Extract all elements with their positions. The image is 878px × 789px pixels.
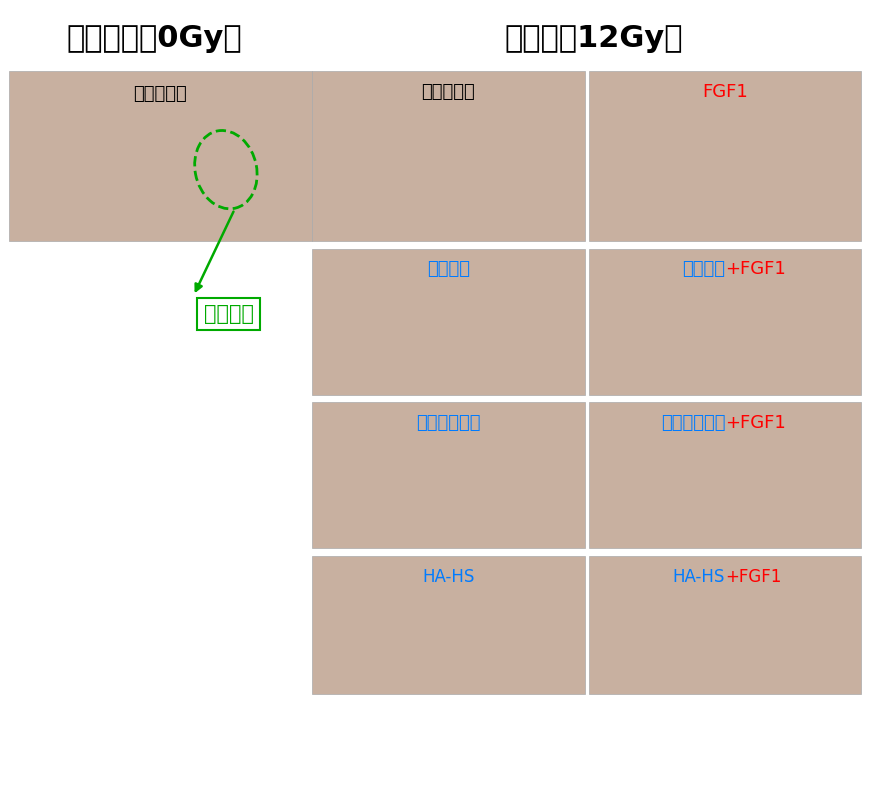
FancyBboxPatch shape — [312, 556, 584, 694]
Text: HA-HS: HA-HS — [421, 568, 474, 586]
FancyBboxPatch shape — [312, 402, 584, 548]
Text: FGF1: FGF1 — [702, 83, 747, 101]
FancyBboxPatch shape — [312, 71, 584, 241]
Text: +FGF1: +FGF1 — [724, 414, 785, 432]
FancyBboxPatch shape — [588, 402, 860, 548]
Text: ヘパリン: ヘパリン — [427, 260, 469, 279]
Text: 照射なし（0Gy）: 照射なし（0Gy） — [66, 24, 241, 53]
Text: 照射後（12Gy）: 照射後（12Gy） — [503, 24, 682, 53]
Text: +FGF1: +FGF1 — [724, 568, 781, 586]
Text: HA-HS: HA-HS — [672, 568, 724, 586]
Text: 生理食塩水: 生理食塩水 — [421, 83, 475, 101]
Text: +FGF1: +FGF1 — [724, 260, 785, 279]
FancyBboxPatch shape — [588, 71, 860, 241]
Text: ヒアルロン酸: ヒアルロン酸 — [415, 414, 480, 432]
Text: クリプト: クリプト — [204, 304, 253, 323]
FancyBboxPatch shape — [312, 249, 584, 394]
Text: ヘパリン: ヘパリン — [681, 260, 724, 279]
FancyBboxPatch shape — [9, 71, 312, 241]
FancyBboxPatch shape — [588, 556, 860, 694]
FancyBboxPatch shape — [588, 249, 860, 394]
Text: ヒアルロン酸: ヒアルロン酸 — [660, 414, 724, 432]
Text: 生理食塩水: 生理食塩水 — [133, 85, 187, 103]
